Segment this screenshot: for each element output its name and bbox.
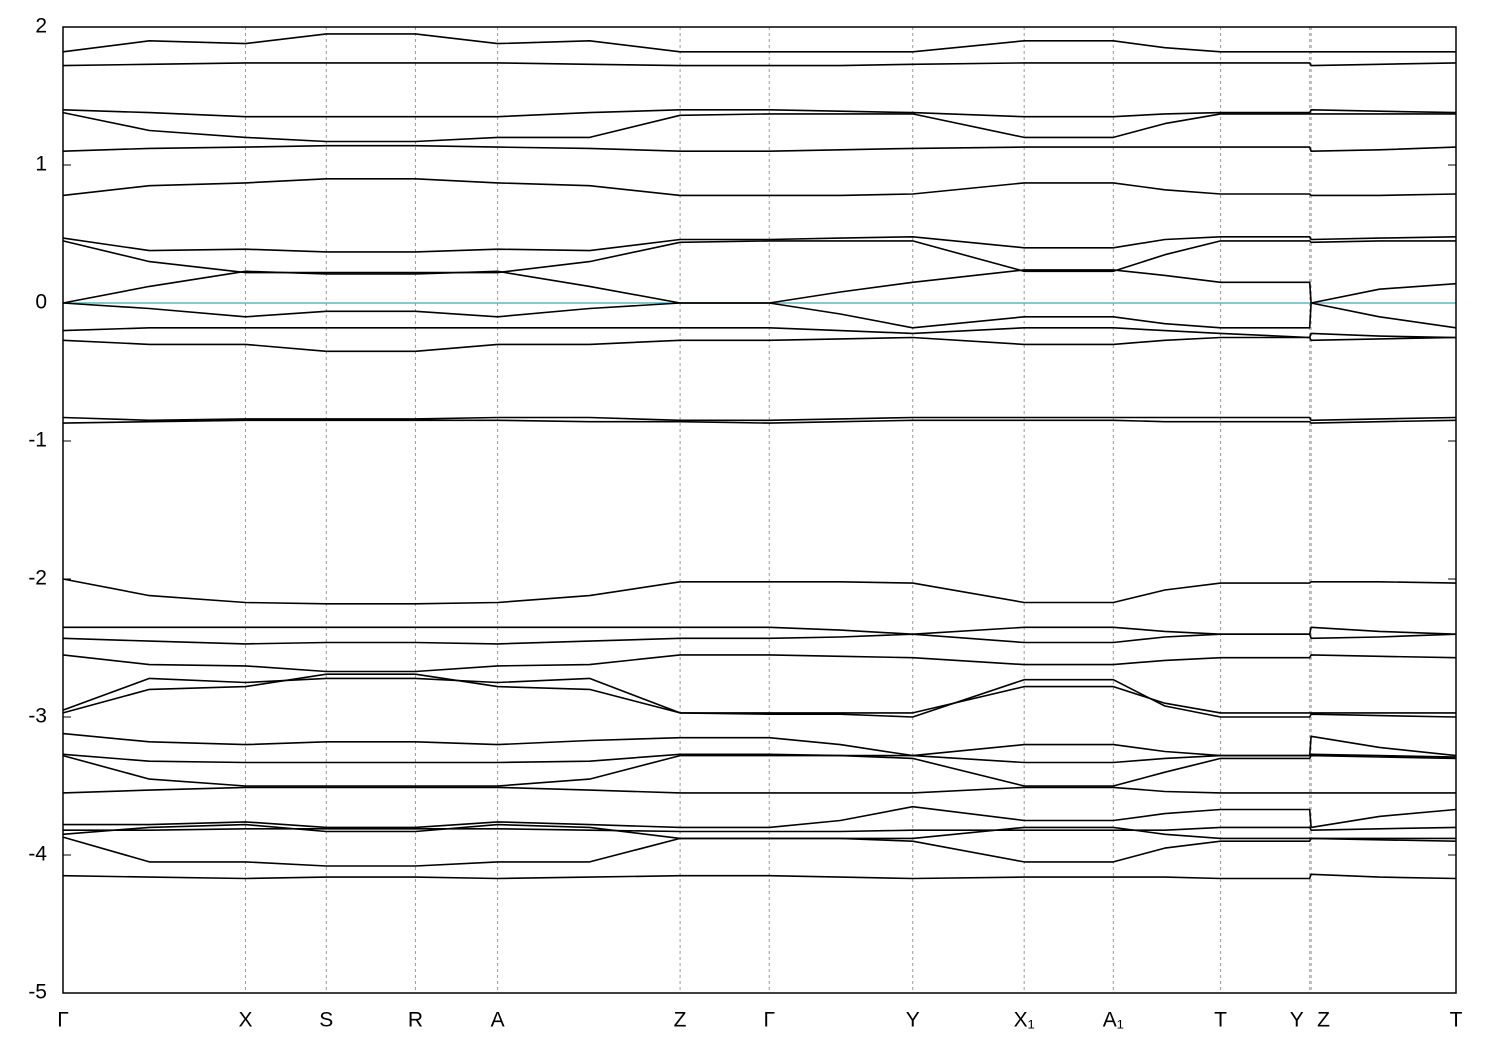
x-tick-label: Z <box>674 1009 687 1032</box>
x-tick-label: Γ <box>763 1009 775 1032</box>
band-line <box>62 873 1457 880</box>
band-line <box>62 302 1457 329</box>
y-tick-label: -4 <box>28 843 47 866</box>
band-line <box>62 633 1457 645</box>
band-line <box>62 33 1456 53</box>
band-line <box>63 826 1457 833</box>
band-line <box>62 673 1457 718</box>
x-tick-label: X <box>238 1009 252 1032</box>
x-tick-label: S <box>319 1009 333 1032</box>
x-tick-label: Y <box>906 1009 920 1032</box>
x-tick-label: T <box>1450 1009 1463 1032</box>
y-tick-label: 0 <box>35 291 47 314</box>
x-tick-label: Γ <box>57 1009 69 1032</box>
band-line <box>62 336 1457 353</box>
x-tick-label: A₁ <box>1103 1009 1124 1032</box>
x-tick-label: T <box>1214 1009 1227 1032</box>
band-line <box>62 144 1457 152</box>
band-line <box>62 416 1457 422</box>
plot-frame <box>62 26 1457 994</box>
x-tick-label: A <box>491 1009 505 1032</box>
band-line <box>62 677 1456 714</box>
y-tick-label: -1 <box>28 429 47 452</box>
band-line <box>62 240 1456 274</box>
x-tick-label: R <box>408 1009 423 1032</box>
x-tick-label: Z <box>1317 1009 1330 1032</box>
band-line <box>62 419 1457 424</box>
x-tick-label: X₁ <box>1014 1009 1035 1032</box>
y-tick-label: -3 <box>28 705 47 728</box>
band-line <box>63 805 1457 829</box>
y-tick-label: 2 <box>35 15 47 38</box>
band-line <box>62 654 1457 673</box>
band-line <box>62 109 1457 118</box>
band-line <box>62 754 1457 787</box>
y-tick-label: -2 <box>28 567 47 590</box>
y-tick-label: 1 <box>35 153 47 176</box>
band-line <box>62 836 1457 867</box>
band-line <box>62 178 1457 197</box>
y-tick-label: -5 <box>28 981 47 1004</box>
band-line <box>62 786 1456 794</box>
band-line <box>62 269 1457 304</box>
band-line <box>62 578 1457 605</box>
band-line <box>62 111 1456 143</box>
band-line <box>62 62 1457 67</box>
band-line <box>62 236 1457 253</box>
x-tick-label: Y <box>1290 1009 1304 1032</box>
